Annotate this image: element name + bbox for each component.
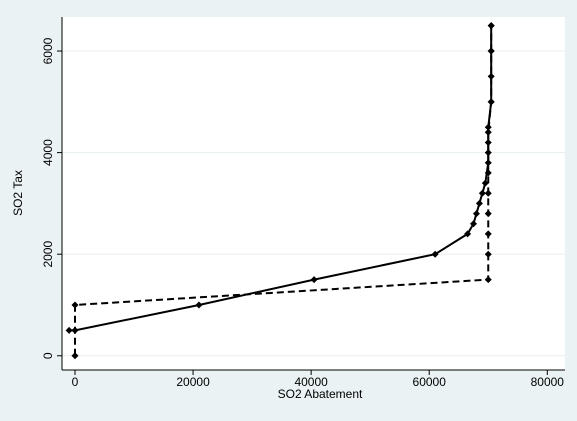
data-point <box>484 276 492 284</box>
data-point <box>65 326 73 334</box>
data-point <box>464 230 472 238</box>
data-point <box>195 301 203 309</box>
y-tick-label: 6000 <box>41 37 55 64</box>
data-point <box>478 189 486 197</box>
data-point <box>484 149 492 157</box>
series-line <box>69 25 493 332</box>
data-point <box>484 189 492 197</box>
data-point <box>484 230 492 238</box>
data-point <box>484 159 492 167</box>
data-point <box>487 47 495 55</box>
x-tick-label: 60000 <box>413 375 447 389</box>
x-tick-label: 40000 <box>294 375 328 389</box>
y-tick-label: 2000 <box>41 241 55 268</box>
data-point <box>71 301 79 309</box>
data-point <box>71 352 79 360</box>
x-tick-label: 20000 <box>176 375 210 389</box>
data-point <box>487 98 495 106</box>
x-tick-label: 80000 <box>531 375 565 389</box>
data-point <box>481 179 489 187</box>
data-point <box>484 169 492 177</box>
x-axis-title: SO2 Abatement <box>278 387 363 401</box>
data-point <box>487 22 495 30</box>
data-point <box>431 250 439 258</box>
x-tick-label: 0 <box>72 375 79 389</box>
data-point <box>475 199 483 207</box>
y-tick-label: 4000 <box>41 139 55 166</box>
data-point <box>310 276 318 284</box>
data-point <box>484 210 492 218</box>
data-point <box>484 250 492 258</box>
data-point <box>487 72 495 80</box>
data-point <box>469 220 477 228</box>
data-point <box>484 128 492 136</box>
y-axis-title: SO2 Tax <box>11 170 25 216</box>
data-point <box>472 210 480 218</box>
y-tick-label: 0 <box>41 352 55 359</box>
data-point <box>484 138 492 146</box>
